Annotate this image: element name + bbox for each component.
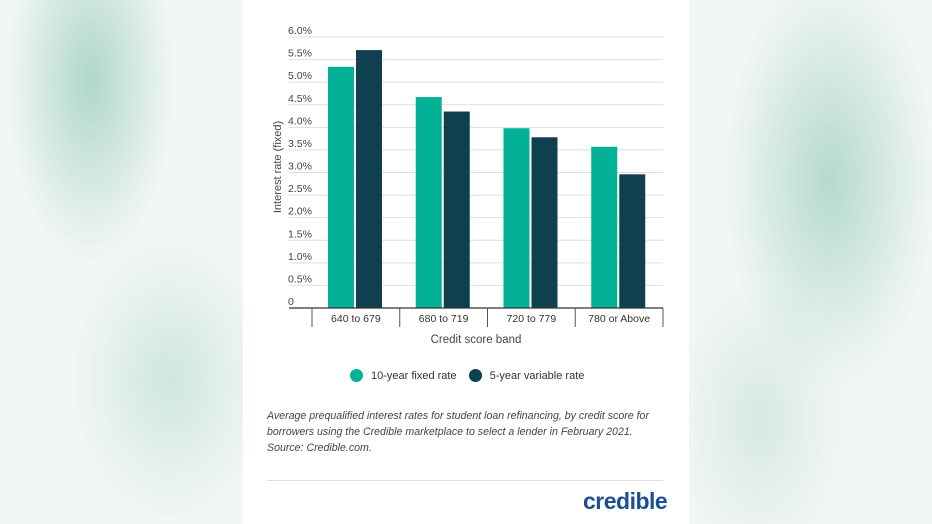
bar-variable <box>619 174 646 308</box>
x-tick-label: 780 or Above <box>588 313 650 325</box>
bar-fixed <box>328 66 354 308</box>
y-tick-label: 6.0% <box>288 25 312 37</box>
bar-variable <box>443 111 470 309</box>
y-tick-label: 2.5% <box>288 183 312 195</box>
x-tick-label: 720 to 779 <box>507 313 557 325</box>
y-tick-label: 3.5% <box>288 138 312 150</box>
y-axis-label: Interest rate (fixed) <box>272 121 284 213</box>
y-tick-label: 0.5% <box>288 273 312 285</box>
caption: Average prequalified interest rates for … <box>267 410 649 454</box>
legend-label-variable: 5-year variable rate <box>489 369 585 382</box>
y-tick-label: 5.5% <box>288 48 312 60</box>
y-tick-label: 4.0% <box>288 115 312 127</box>
y-tick-label: 3.0% <box>288 161 312 173</box>
bar-fixed <box>591 146 618 308</box>
x-axis-label: Credit score band <box>431 334 522 346</box>
y-tick-label: 0 <box>288 296 294 308</box>
legend-label-fixed: 10-year fixed rate <box>371 369 457 382</box>
legend: 10-year fixed rate 5-year variable rate <box>350 369 584 382</box>
bar-fixed <box>503 128 530 308</box>
bar-variable <box>356 50 382 309</box>
y-tick-label: 1.5% <box>288 228 312 240</box>
y-tick-label: 4.5% <box>288 93 312 105</box>
y-tick-label: 2.0% <box>288 206 312 218</box>
legend-swatch-variable <box>468 369 482 382</box>
bar-variable <box>531 137 558 308</box>
x-tick-label: 680 to 719 <box>419 313 469 325</box>
divider <box>267 480 663 481</box>
credible-logo: credible <box>583 488 668 514</box>
x-tick-label: 640 to 679 <box>331 313 381 325</box>
y-tick-label: 5.0% <box>288 70 312 82</box>
y-tick-label: 1.0% <box>288 251 312 263</box>
bar-fixed <box>415 97 442 309</box>
legend-swatch-fixed <box>350 369 363 382</box>
